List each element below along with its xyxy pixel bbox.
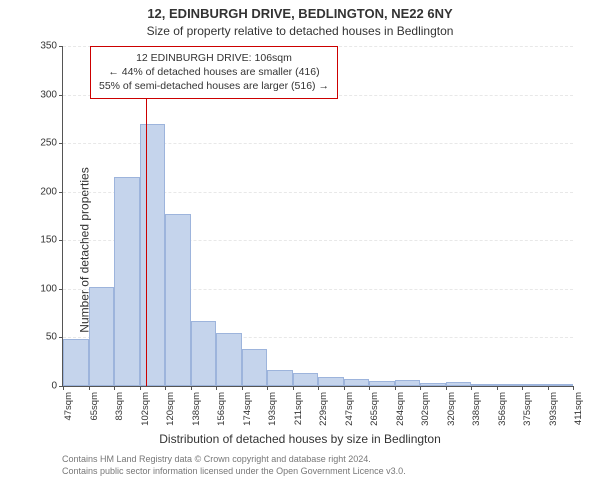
xtick-label: 302sqm [420,392,431,426]
ytick [59,46,63,47]
xtick [293,386,294,390]
legend-line3: 55% of semi-detached houses are larger (… [99,79,329,93]
xtick [318,386,319,390]
xtick [242,386,243,390]
xtick-label: 102sqm [140,392,151,426]
bar [89,287,115,386]
ytick-label: 200 [40,186,57,197]
xtick-label: 284sqm [395,392,406,426]
bar [471,384,497,386]
credits-line2: Contains public sector information licen… [62,466,406,478]
xtick [114,386,115,390]
xtick [267,386,268,390]
bar [293,373,319,386]
chart-container: { "chart": { "type": "histogram", "title… [0,0,600,500]
xtick-label: 229sqm [318,392,329,426]
xtick-label: 375sqm [522,392,533,426]
credits: Contains HM Land Registry data © Crown c… [62,454,406,477]
bar [114,177,140,386]
ytick [59,337,63,338]
bar [191,321,217,386]
bar [548,384,574,386]
xtick [89,386,90,390]
bar [344,379,370,386]
ytick-label: 150 [40,235,57,246]
ytick-label: 250 [40,138,57,149]
xtick [369,386,370,390]
xtick [216,386,217,390]
xtick [191,386,192,390]
xtick [446,386,447,390]
bar [267,370,293,387]
legend-box: 12 EDINBURGH DRIVE: 106sqm ← 44% of deta… [90,46,338,99]
xtick-label: 138sqm [191,392,202,426]
xtick-label: 356sqm [497,392,508,426]
bar [63,339,89,386]
bar [242,349,268,386]
credits-line1: Contains HM Land Registry data © Crown c… [62,454,406,466]
xtick-label: 211sqm [293,392,304,425]
ytick-label: 350 [40,41,57,52]
bar [369,381,395,386]
xtick [344,386,345,390]
xtick-label: 174sqm [242,392,253,426]
ytick [59,95,63,96]
xtick-label: 193sqm [267,392,278,426]
ytick-label: 50 [46,332,57,343]
xtick [471,386,472,390]
chart-title-main: 12, EDINBURGH DRIVE, BEDLINGTON, NE22 6N… [0,6,600,21]
ytick [59,192,63,193]
ytick [59,143,63,144]
bar [522,384,548,386]
xtick-label: 156sqm [216,392,227,426]
xtick-label: 65sqm [89,392,100,421]
xtick [522,386,523,390]
xtick [420,386,421,390]
ytick-label: 0 [51,381,57,392]
ytick [59,289,63,290]
xtick [140,386,141,390]
xtick [165,386,166,390]
legend-line2: ← 44% of detached houses are smaller (41… [99,65,329,79]
xtick [63,386,64,390]
xtick-label: 320sqm [446,392,457,426]
ytick [59,240,63,241]
xtick [497,386,498,390]
xtick [395,386,396,390]
bar [497,384,523,386]
x-axis-label: Distribution of detached houses by size … [0,432,600,446]
bar [140,124,166,386]
bar [446,382,472,386]
xtick-label: 83sqm [114,392,125,421]
legend-line1: 12 EDINBURGH DRIVE: 106sqm [99,51,329,65]
bar [216,333,242,386]
xtick-label: 247sqm [344,392,355,426]
xtick-label: 411sqm [573,392,584,425]
xtick-label: 47sqm [63,392,74,421]
ytick-label: 300 [40,89,57,100]
bar [318,377,344,386]
xtick [573,386,574,390]
xtick-label: 265sqm [369,392,380,426]
bar [395,380,421,386]
bar [165,214,191,386]
chart-title-sub: Size of property relative to detached ho… [0,24,600,38]
xtick-label: 393sqm [548,392,559,426]
ytick-label: 100 [40,283,57,294]
xtick-label: 338sqm [471,392,482,426]
xtick-label: 120sqm [165,392,176,426]
xtick [548,386,549,390]
bar [420,383,446,386]
